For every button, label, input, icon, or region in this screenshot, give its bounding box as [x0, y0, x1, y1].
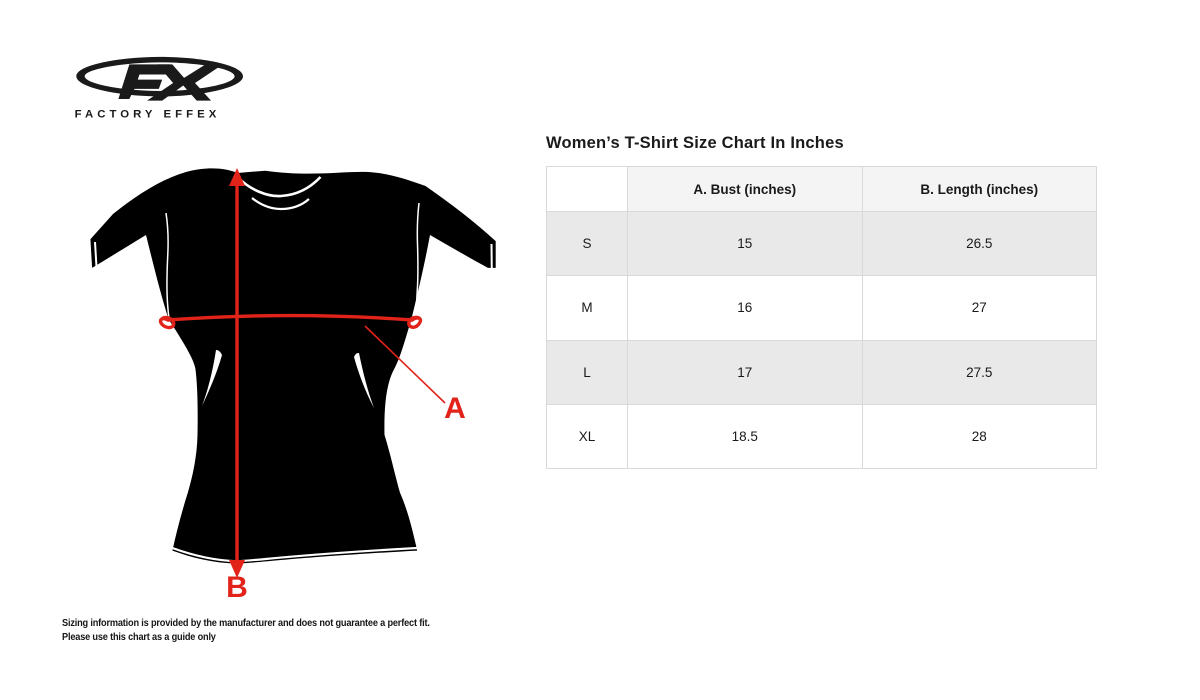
svg-text:A: A: [444, 392, 466, 425]
svg-text:B: B: [226, 571, 248, 604]
